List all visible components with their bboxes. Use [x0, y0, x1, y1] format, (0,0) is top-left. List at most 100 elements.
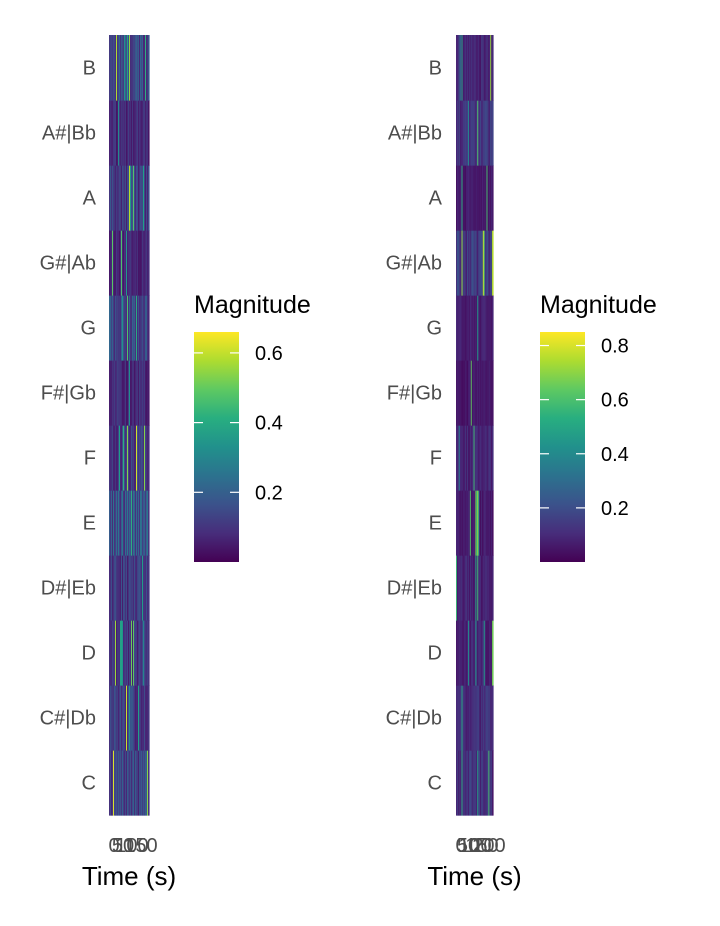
heatmap-cell	[492, 100, 494, 166]
heatmap-cell	[456, 295, 458, 361]
heatmap-cell	[125, 555, 127, 621]
heatmap-cell	[109, 685, 111, 751]
heatmap-cell	[130, 620, 132, 686]
heatmap-cell	[113, 100, 115, 166]
heatmap-cell	[476, 100, 478, 166]
heatmap-cell	[466, 230, 468, 296]
heatmap-cell	[471, 230, 474, 296]
heatmap-cell	[480, 35, 482, 101]
heatmap-cell	[466, 165, 468, 231]
x-tick-label: 50	[112, 835, 134, 857]
heatmap-cell	[112, 685, 114, 751]
heatmap-cell	[140, 555, 142, 621]
heatmap-cell	[464, 165, 466, 231]
heatmap-cell	[126, 360, 128, 426]
heatmap-cell	[461, 230, 464, 296]
heatmap-cell	[488, 230, 490, 296]
heatmap-cell	[472, 555, 475, 621]
heatmap-cell	[457, 685, 460, 751]
heatmap-cell	[143, 295, 145, 361]
heatmap-cell	[116, 620, 118, 686]
heatmap-cell	[113, 360, 115, 426]
heatmap-cell	[148, 360, 150, 426]
heatmap-cell	[460, 490, 463, 556]
heatmap-cell	[480, 555, 482, 621]
heatmap-cell	[463, 230, 465, 296]
heatmap-cell	[470, 425, 473, 491]
heatmap-cell	[123, 750, 125, 816]
heatmap-cell	[474, 555, 477, 621]
heatmap-cell	[458, 165, 461, 231]
heatmap-cell	[477, 360, 479, 426]
heatmap-cell	[480, 425, 483, 491]
heatmap-cell	[120, 490, 122, 556]
heatmap-cell	[124, 490, 126, 556]
heatmap-cell	[118, 620, 120, 686]
heatmap-cell	[480, 750, 483, 816]
heatmap-cell	[136, 750, 138, 816]
heatmap-cell	[141, 685, 143, 751]
heatmap-cell	[482, 555, 485, 621]
heatmap-cell	[133, 100, 135, 166]
heatmap-cell	[470, 165, 473, 231]
heatmap-cell	[109, 100, 111, 166]
heatmap-cell	[125, 620, 127, 686]
heatmap-cell	[484, 230, 487, 296]
heatmap-cell	[469, 685, 472, 751]
heatmap-cell	[461, 360, 464, 426]
heatmap-cell	[124, 35, 126, 101]
heatmap-cell	[130, 100, 132, 166]
heatmap-cell	[456, 100, 459, 166]
heatmap-cell	[143, 620, 145, 686]
heatmap-cell	[478, 295, 480, 361]
heatmap-cell	[110, 35, 112, 101]
heatmap-cell	[487, 165, 489, 231]
heatmap-cell	[468, 100, 470, 166]
heatmap-cell	[140, 230, 142, 296]
heatmap-cell	[122, 490, 124, 556]
heatmap-cell	[132, 685, 134, 751]
heatmap-cell	[112, 230, 114, 296]
heatmap-cell	[463, 165, 465, 231]
heatmap-cell	[144, 685, 146, 751]
heatmap-cell	[458, 100, 461, 166]
heatmap-cell	[462, 490, 464, 556]
heatmap-cell	[135, 685, 137, 751]
heatmap-cell	[472, 230, 475, 296]
heatmap-cell	[474, 295, 477, 361]
heatmap-cell	[473, 295, 476, 361]
heatmap-cell	[463, 490, 465, 556]
heatmap-cell	[136, 425, 138, 491]
heatmap-cell	[458, 490, 461, 556]
heatmap-cell	[124, 165, 126, 231]
heatmap-cell	[146, 230, 148, 296]
heatmap-cell	[472, 750, 475, 816]
heatmap-cell	[480, 685, 482, 751]
heatmap-cell	[148, 750, 150, 816]
heatmap-cell	[480, 230, 482, 296]
heatmap-cell	[126, 35, 128, 101]
heatmap-cell	[118, 750, 120, 816]
heatmap-cell	[110, 490, 112, 556]
heatmap-cell	[122, 230, 124, 296]
heatmap-cell	[488, 685, 490, 751]
heatmap-cell	[472, 165, 475, 231]
heatmap-cell	[479, 490, 481, 556]
heatmap-cell	[489, 295, 491, 361]
heatmap-cell	[133, 620, 135, 686]
heatmap-cell	[143, 685, 145, 751]
heatmap-cell	[112, 295, 114, 361]
heatmap-cell	[129, 555, 131, 621]
colorbar-tick-label: 0.2	[601, 498, 629, 520]
heatmap-cell	[464, 360, 466, 426]
heatmap-cell	[141, 490, 143, 556]
heatmap-cell	[113, 490, 115, 556]
heatmap-cell	[492, 165, 494, 231]
heatmap-cell	[117, 230, 119, 296]
heatmap-cell	[459, 490, 462, 556]
heatmap-cell	[457, 490, 460, 556]
heatmap-cell	[120, 295, 122, 361]
heatmap-cell	[129, 490, 131, 556]
heatmap-cell	[122, 360, 124, 426]
heatmap-cell	[133, 360, 135, 426]
